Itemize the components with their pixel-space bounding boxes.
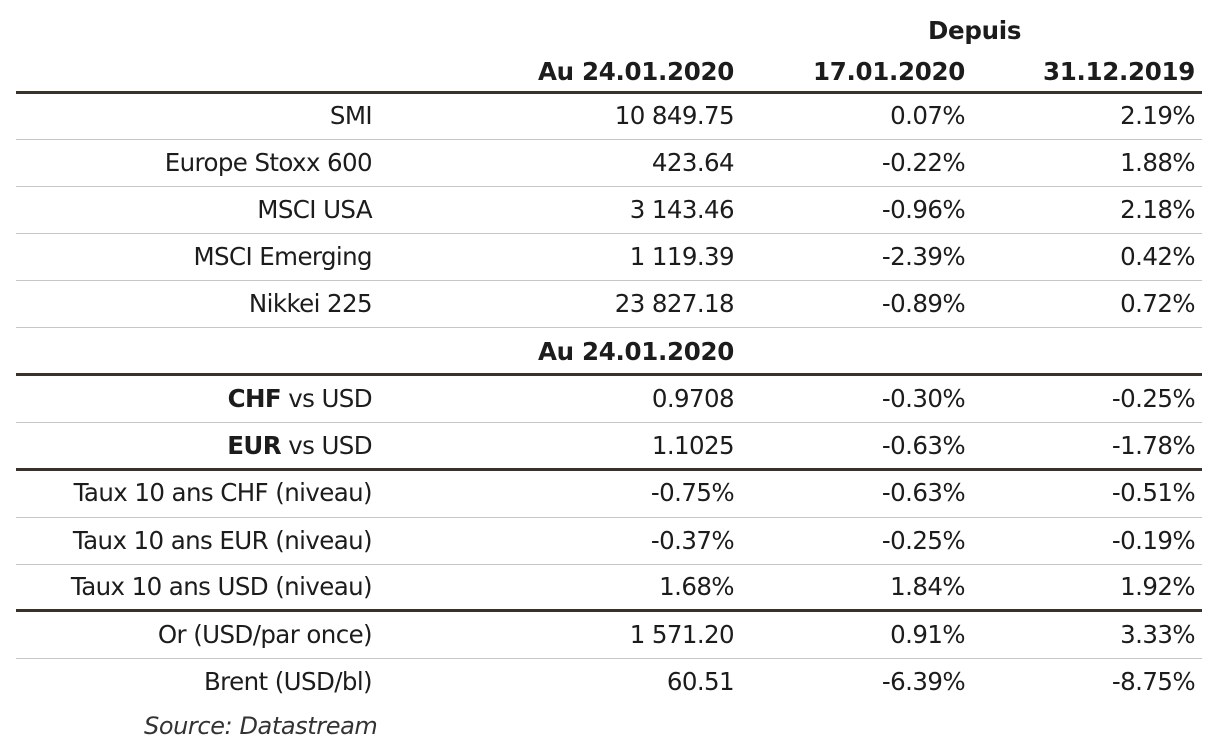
row-label: CHF vs USD (227, 384, 373, 414)
row-value-level: 3 143.46 (629, 195, 735, 224)
row-value-level: 1.68% (659, 572, 734, 601)
row-value-ytd: -0.51% (1111, 478, 1196, 507)
row-label: EUR vs USD (227, 431, 372, 461)
row-value-ytd: -0.19% (1111, 526, 1196, 555)
row-value-week: -0.25% (881, 526, 966, 555)
row-value-level: 1 119.39 (629, 242, 735, 271)
section-rule (16, 609, 1202, 612)
row-value-week: 0.07% (890, 101, 965, 130)
row-label: Taux 10 ans USD (niveau) (70, 572, 373, 601)
row-divider (16, 186, 1202, 187)
row-value-week: 0.91% (890, 620, 965, 649)
row-value-level: 423.64 (651, 148, 735, 177)
row-value-ytd: -8.75% (1111, 667, 1196, 696)
row-value-level: -0.37% (650, 526, 735, 555)
row-value-week: -0.63% (881, 431, 966, 460)
row-value-ytd: 0.42% (1120, 242, 1195, 271)
row-value-level: 1 571.20 (629, 620, 735, 649)
row-value-ytd: 0.72% (1120, 289, 1195, 318)
row-divider (16, 517, 1202, 518)
header-rule (16, 91, 1202, 94)
row-value-ytd: 2.19% (1120, 101, 1195, 130)
row-label: Europe Stoxx 600 (164, 148, 373, 177)
row-value-ytd: -0.25% (1111, 384, 1196, 413)
row-value-week: -6.39% (881, 667, 966, 696)
row-value-week: -2.39% (881, 242, 966, 271)
row-value-week: -0.22% (881, 148, 966, 177)
row-value-level: 60.51 (666, 667, 735, 696)
row-label: SMI (329, 101, 373, 130)
row-label: Taux 10 ans CHF (niveau) (73, 478, 373, 507)
row-divider (16, 658, 1202, 659)
header-col-1: Au 24.01.2020 (537, 57, 734, 86)
row-divider (16, 327, 1202, 328)
row-label: Or (USD/par once) (157, 620, 373, 649)
row-value-ytd: -1.78% (1111, 431, 1196, 460)
row-divider (16, 139, 1202, 140)
row-label: Taux 10 ans EUR (niveau) (72, 526, 373, 555)
row-value-ytd: 2.18% (1120, 195, 1195, 224)
section-rule (16, 373, 1202, 376)
row-value-level: 1.1025 (651, 431, 735, 460)
row-value-level: 23 827.18 (614, 289, 735, 318)
row-value-week: -0.89% (881, 289, 966, 318)
row-label: MSCI Emerging (193, 242, 372, 271)
row-value-week: 1.84% (890, 572, 965, 601)
row-value-week: -0.63% (881, 478, 966, 507)
row-value-level: 10 849.75 (614, 101, 735, 130)
row-value-ytd: 3.33% (1120, 620, 1195, 649)
header-group-label: Depuis (928, 16, 1022, 45)
row-label: Nikkei 225 (248, 289, 373, 318)
row-value-week: -0.96% (881, 195, 966, 224)
row-divider (16, 564, 1202, 565)
source-note: Source: Datastream (144, 712, 378, 740)
row-label: Brent (USD/bl) (203, 667, 373, 696)
row-value-week: -0.30% (881, 384, 966, 413)
currency-code: EUR (227, 431, 281, 460)
currency-pair-rest: vs USD (281, 384, 372, 413)
row-divider (16, 233, 1202, 234)
section-rule (16, 468, 1202, 471)
header-col-3: 31.12.2019 (1043, 57, 1195, 86)
row-divider (16, 280, 1202, 281)
row-divider (16, 422, 1202, 423)
row-value-level: 0.9708 (651, 384, 735, 413)
row-value-level: -0.75% (650, 478, 735, 507)
row-value-ytd: 1.88% (1120, 148, 1195, 177)
currency-code: CHF (227, 384, 282, 413)
row-label: MSCI USA (257, 195, 372, 224)
header-col-2: 17.01.2020 (813, 57, 965, 86)
row-value-ytd: 1.92% (1120, 572, 1195, 601)
currency-pair-rest: vs USD (281, 431, 372, 460)
section-subheader: Au 24.01.2020 (537, 337, 734, 366)
